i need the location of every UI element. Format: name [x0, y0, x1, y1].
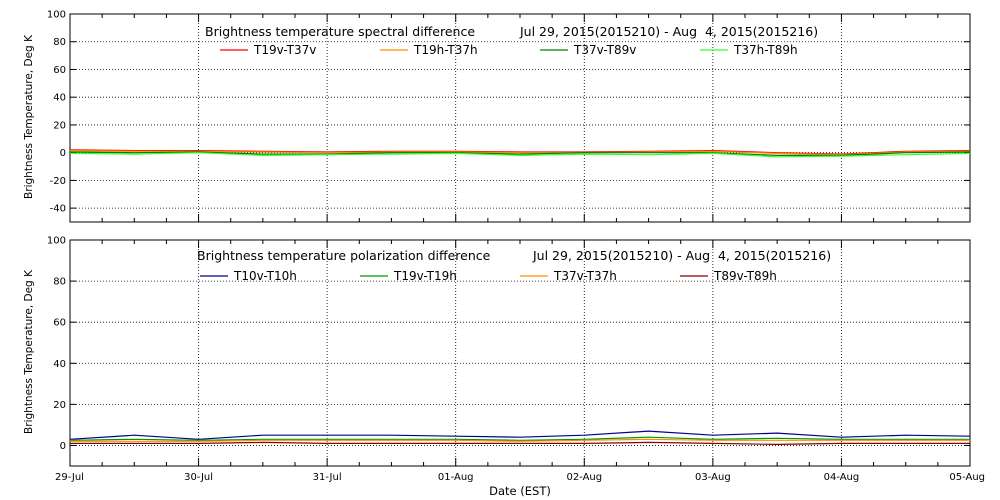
spectral-series-line-T19v-T37v	[69, 149, 971, 155]
polarization-legend-label: T19v-T19h	[393, 269, 457, 283]
polarization-x-tick-label: 05-Aug	[949, 472, 985, 483]
spectral-y-axis-label: Brightness Temperature, Deg K	[23, 34, 35, 199]
spectral-difference-panel: Brightness temperature spectral differen…	[23, 10, 971, 223]
polarization-y-tick-label: 60	[53, 318, 66, 329]
polarization-legend-label: T89v-T89h	[713, 269, 777, 283]
spectral-series-line-T37h-T89h	[69, 152, 971, 158]
spectral-legend-label: T37h-T89h	[733, 43, 798, 57]
polarization-y-tick-label: 40	[53, 359, 66, 370]
spectral-y-tick-label: 0	[60, 148, 66, 159]
spectral-series-line-T19h-T37h	[69, 150, 971, 156]
polarization-plot-frame	[69, 239, 971, 467]
polarization-x-tick-label: 29-Jul	[55, 472, 84, 483]
polarization-difference-panel: Brightness temperature polarization diff…	[23, 236, 985, 499]
polarization-x-tick-label: 02-Aug	[566, 472, 602, 483]
spectral-legend-label: T19v-T37v	[253, 43, 316, 57]
polarization-y-tick-label: 0	[60, 441, 66, 452]
polarization-chart-date-range: Jul 29, 2015(2015210) - Aug 4, 2015(2015…	[532, 248, 831, 263]
polarization-x-tick-label: 01-Aug	[438, 472, 474, 483]
polarization-series-line-T37v-T37h	[70, 438, 970, 442]
spectral-y-tick-label: 20	[53, 120, 66, 131]
spectral-y-tick-label: 100	[47, 10, 66, 21]
spectral-y-tick-label: 40	[53, 93, 66, 104]
spectral-chart-date-range: Jul 29, 2015(2015210) - Aug 4, 2015(2015…	[519, 24, 818, 39]
polarization-y-tick-label: 100	[47, 236, 66, 247]
polarization-y-axis-label: Brightness Temperature, Deg K	[23, 269, 35, 434]
spectral-chart-title: Brightness temperature spectral differen…	[205, 24, 475, 39]
spectral-y-tick-label: 60	[53, 65, 66, 76]
polarization-legend-label: T37v-T37h	[553, 269, 617, 283]
spectral-legend-label: T19h-T37h	[413, 43, 478, 57]
spectral-y-tick-label: 80	[53, 37, 66, 48]
polarization-x-tick-label: 03-Aug	[695, 472, 731, 483]
polarization-series-line-T10v-T10h	[69, 430, 971, 440]
polarization-x-tick-label: 30-Jul	[184, 472, 213, 483]
polarization-series-line-T19v-T19h	[69, 436, 970, 441]
polarization-x-tick-label: 31-Jul	[313, 472, 342, 483]
polarization-x-tick-label: 04-Aug	[824, 472, 860, 483]
spectral-plot-frame	[69, 13, 971, 223]
polarization-series-line-T89v-T89h	[70, 441, 970, 446]
x-axis-label: Date (EST)	[489, 484, 551, 498]
polarization-chart-title: Brightness temperature polarization diff…	[197, 248, 491, 263]
spectral-y-tick-label: -20	[50, 176, 66, 187]
polarization-y-tick-label: 80	[53, 277, 66, 288]
polarization-y-tick-label: 20	[53, 400, 66, 411]
spectral-series-line-T37v-T89v	[69, 151, 971, 156]
spectral-legend-label: T37v-T89v	[573, 43, 636, 57]
spectral-y-tick-label: -40	[50, 204, 66, 215]
polarization-legend-label: T10v-T10h	[233, 269, 297, 283]
